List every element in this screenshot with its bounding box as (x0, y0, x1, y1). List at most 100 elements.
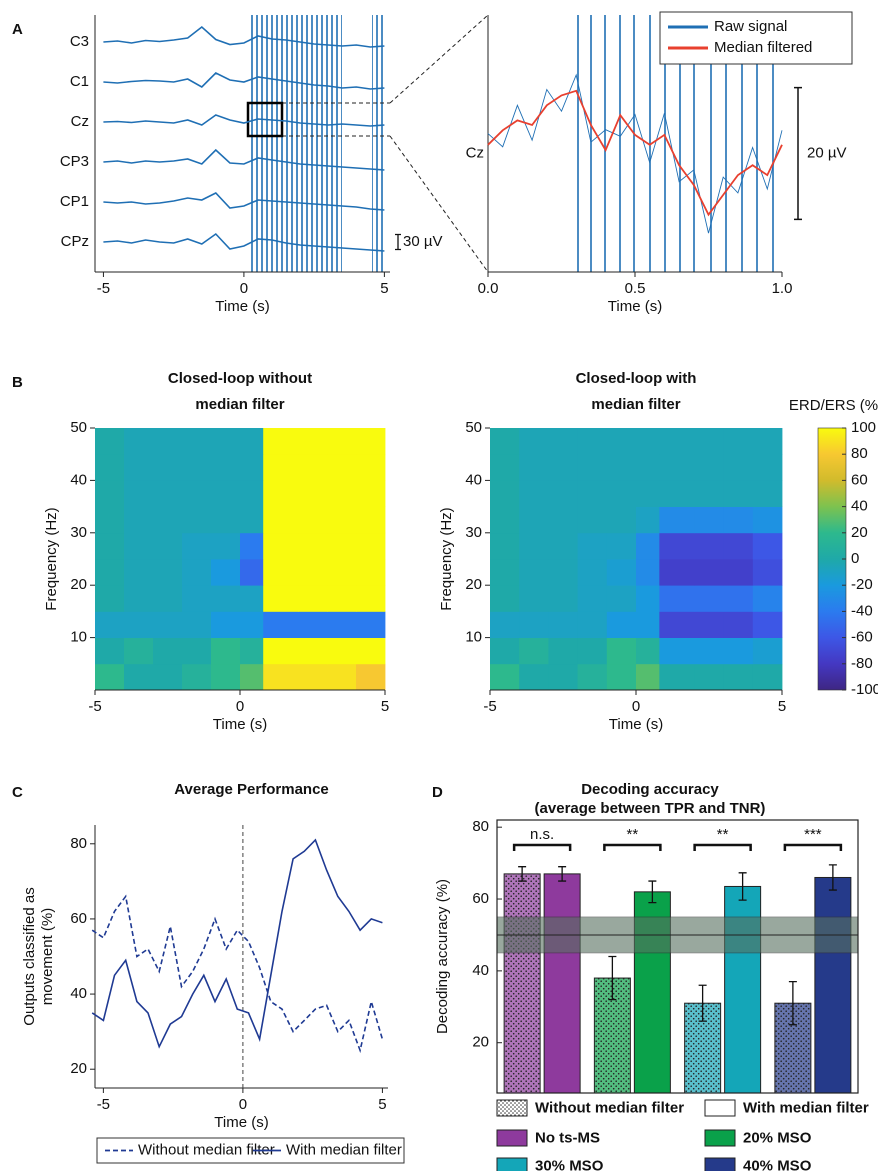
heatmap-cell (124, 611, 154, 638)
heatmap-cell (723, 506, 754, 534)
plot-frame (496, 819, 859, 1094)
heatmap-cell (263, 506, 299, 534)
heatmap-cell (636, 663, 660, 691)
heatmap-cell (606, 428, 637, 455)
error-bar (698, 984, 707, 1022)
y-tick-label: 30 (465, 524, 482, 541)
scale-bar (794, 86, 802, 221)
legend-swatch (704, 1099, 736, 1117)
x-tick-label: 5 (378, 1096, 386, 1113)
x-tick-label: 0 (236, 698, 244, 715)
heatmap-cell (694, 480, 724, 507)
heatmap-cell (752, 559, 783, 586)
heatmap-cell (723, 454, 754, 481)
heatmap-cell (211, 428, 241, 455)
heatmap-cell (263, 454, 299, 481)
heatmap-cell (327, 663, 357, 691)
heatmap-cell (659, 480, 695, 507)
channel-label: C1 (70, 73, 89, 90)
colorbar-tick-label: -80 (851, 655, 873, 672)
heatmap-cell (211, 611, 241, 638)
heatmap-cell (519, 559, 549, 586)
heatmap-cell (577, 611, 608, 638)
heatmap-cell (182, 454, 212, 481)
heatmap-cell (490, 663, 520, 691)
heatmap-cell (95, 428, 125, 455)
heatmap-cell (490, 585, 520, 612)
y-tick-label: 20 (472, 1034, 489, 1051)
legend-label: With median filter (743, 1099, 869, 1116)
heatmap-cell (240, 428, 264, 455)
x-tick-label: -5 (97, 1096, 110, 1113)
heatmap-cell (298, 506, 328, 534)
x-tick-label: 5 (381, 698, 389, 715)
heatmap-cell (606, 559, 637, 586)
series-line (91, 894, 384, 1054)
heatmap-cell (548, 428, 578, 455)
heatmap-cell (752, 585, 783, 612)
series-line (487, 73, 783, 234)
heatmap-cell (298, 454, 328, 481)
heatmap-cell (519, 480, 549, 507)
heatmap-cell (577, 559, 608, 586)
legend-label: Without median filter (535, 1099, 684, 1116)
heatmap-cell (182, 428, 212, 455)
x-tick-label: 0.5 (625, 280, 646, 297)
x-tick-label: -5 (483, 698, 496, 715)
heatmap-cell (694, 585, 724, 612)
heatmap-cell (723, 663, 754, 691)
legend-label: Raw signal (714, 18, 787, 35)
heatmap-cell (606, 506, 637, 534)
heatmap-cell (577, 428, 608, 455)
y-tick-label: 40 (70, 985, 87, 1002)
heatmap-cell (240, 637, 264, 665)
heatmap-cell (327, 480, 357, 507)
heatmap-cell (263, 611, 299, 638)
heatmap-cell (752, 506, 783, 534)
heatmap-cell (153, 532, 183, 560)
heatmap-cell (153, 454, 183, 481)
heatmap-cell (182, 585, 212, 612)
heatmap-cell (577, 454, 608, 481)
x-tick-label: 0.0 (478, 280, 499, 297)
heatmap-cell (153, 663, 183, 691)
heatmap-cell (124, 637, 154, 665)
heatmap-cell (723, 480, 754, 507)
eeg-trace (103, 72, 385, 90)
heatmap-cell (636, 454, 660, 481)
y-tick-label: 10 (465, 629, 482, 646)
x-axis-label: Time (s) (213, 716, 267, 733)
heatmap-cell (548, 585, 578, 612)
y-axis-label: Frequency (Hz) (438, 507, 455, 610)
heatmap-cell (211, 480, 241, 507)
heatmap-cell (723, 428, 754, 455)
heatmap-cell (606, 663, 637, 691)
heatmap-cell (124, 559, 154, 586)
heatmap-cell (356, 585, 386, 612)
heatmap-cell (606, 480, 637, 507)
heatmap-cell (95, 480, 125, 507)
heatmap-cell (752, 454, 783, 481)
heatmap-cell (659, 611, 695, 638)
chart-subtitle: (average between TPR and TNR) (535, 800, 766, 817)
heatmap-cell (519, 585, 549, 612)
heatmap-cell (327, 585, 357, 612)
heatmap-cell (298, 428, 328, 455)
heatmap-cell (153, 480, 183, 507)
heatmap-cell (636, 428, 660, 455)
channel-label: C3 (70, 33, 89, 50)
error-bar (518, 866, 527, 882)
error-bar (608, 955, 617, 1001)
heatmap-cell (211, 454, 241, 481)
colorbar-tick-label: 0 (851, 550, 859, 567)
x-tick-label: -5 (97, 280, 110, 297)
legend-label: 30% MSO (535, 1157, 604, 1171)
heatmap-cell (606, 585, 637, 612)
stimulation-artifacts (372, 15, 386, 272)
heatmap-cell (95, 637, 125, 665)
heatmap-cell (124, 454, 154, 481)
scale-bar-label: 20 µV (807, 144, 847, 161)
bar (503, 873, 541, 1094)
heatmap-cell (636, 637, 660, 665)
heatmap-cell (548, 559, 578, 586)
